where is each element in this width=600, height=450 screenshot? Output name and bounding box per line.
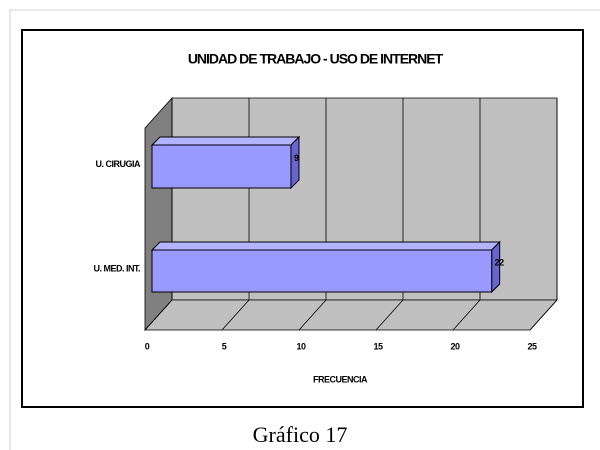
floor	[144, 299, 558, 331]
floor-grid-line	[221, 299, 250, 331]
floor-grid-line	[298, 299, 327, 331]
side-wall	[144, 96, 173, 332]
x-tick-label: 25	[527, 341, 537, 351]
x-tick-label: 0	[145, 341, 150, 351]
x-axis-label: FRECUENCIA	[313, 374, 368, 384]
x-tick-label: 5	[222, 341, 227, 351]
floor-grid-line	[375, 299, 404, 331]
bar	[151, 144, 292, 189]
data-label: 9	[294, 153, 299, 163]
x-tick-label: 10	[296, 341, 306, 351]
category-label: U. CIRUGIA	[96, 159, 142, 169]
floor-grid-line	[144, 299, 173, 331]
bar	[151, 249, 493, 293]
bar-top	[150, 241, 501, 251]
bar-top	[150, 136, 301, 146]
page-border	[9, 9, 600, 450]
floor-grid-line	[529, 299, 558, 331]
chart-title: UNIDAD DE TRABAJO - USO DE INTERNET	[188, 51, 444, 67]
floor-grid-line	[452, 299, 481, 331]
category-label: U. MED. INT.	[93, 263, 140, 273]
caption: Gráfico 17	[253, 422, 348, 447]
x-tick-label: 15	[373, 341, 383, 351]
x-tick-label: 20	[450, 341, 460, 351]
data-label: 22	[495, 257, 505, 267]
